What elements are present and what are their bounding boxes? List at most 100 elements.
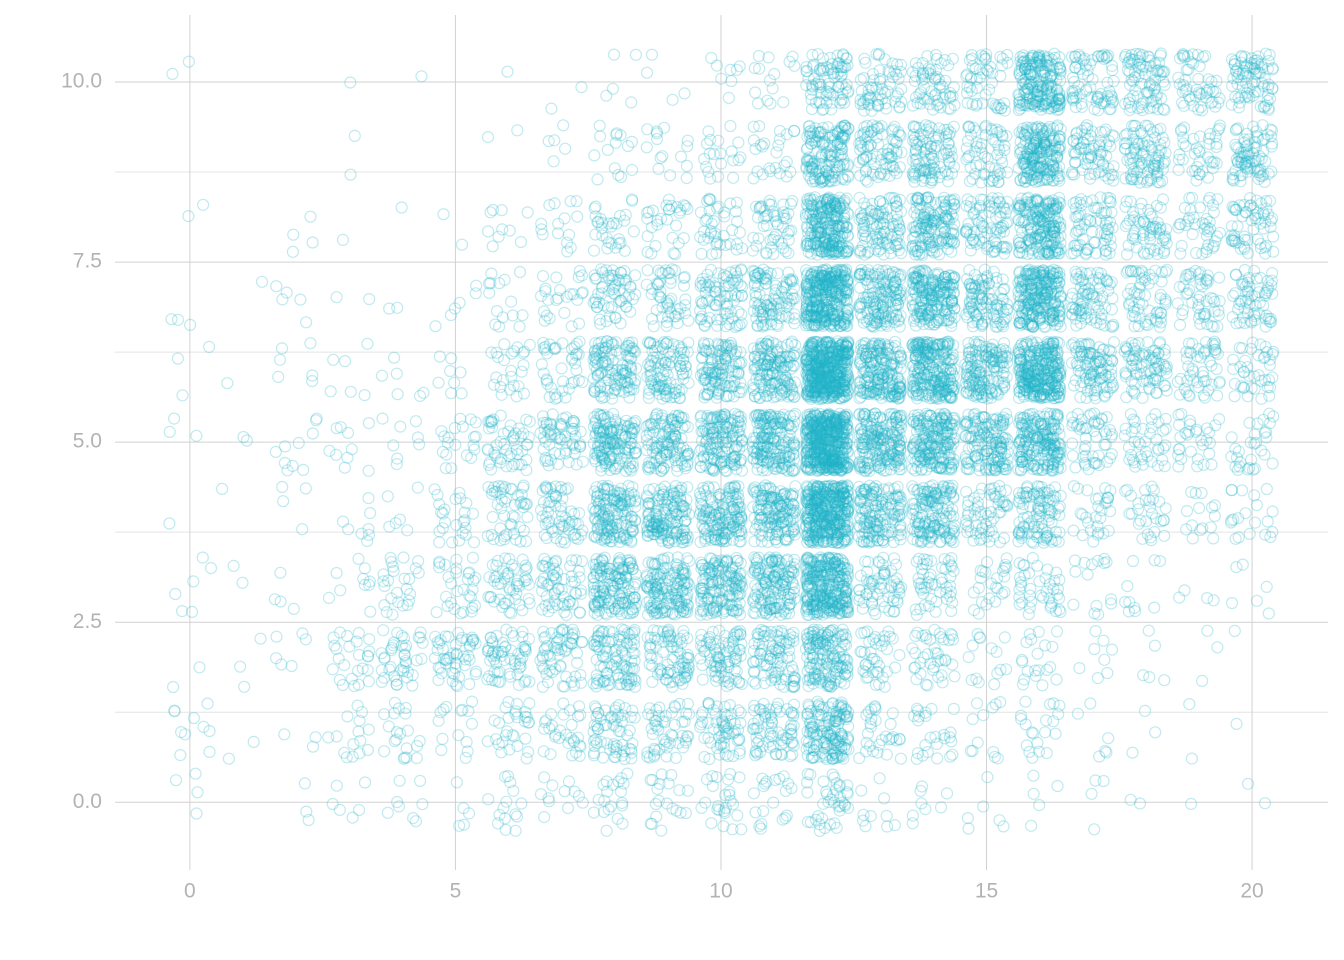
point [516, 630, 529, 644]
point [945, 735, 958, 748]
point [611, 812, 624, 825]
point [670, 804, 683, 817]
point [517, 641, 530, 654]
point [660, 741, 673, 754]
point [857, 808, 870, 821]
point [648, 714, 662, 727]
point [804, 768, 817, 781]
point [656, 715, 669, 728]
point [771, 697, 785, 710]
point [168, 705, 181, 718]
point [1040, 663, 1054, 677]
point [614, 785, 628, 798]
point [561, 626, 574, 639]
point [341, 451, 354, 464]
point [987, 745, 1000, 759]
point [765, 711, 778, 724]
point [991, 752, 1004, 765]
point [694, 718, 708, 731]
point [725, 707, 738, 721]
point [1051, 779, 1064, 793]
point [812, 698, 826, 711]
point [513, 657, 527, 670]
point [1033, 798, 1046, 812]
point [358, 776, 372, 789]
point [681, 697, 695, 710]
point [834, 799, 847, 813]
point [731, 809, 744, 822]
point [500, 623, 513, 636]
point [676, 729, 689, 742]
point [469, 667, 482, 681]
point [599, 704, 612, 717]
point [733, 744, 746, 757]
point [711, 803, 724, 816]
point [544, 748, 557, 761]
point [750, 745, 763, 759]
point [227, 559, 240, 573]
point [660, 797, 674, 810]
point [587, 749, 601, 762]
point [352, 678, 365, 691]
point [573, 606, 586, 619]
point [805, 740, 818, 754]
point [537, 625, 550, 638]
point [509, 707, 522, 720]
point [822, 715, 835, 728]
y-tick-label: 7.5 [73, 250, 102, 273]
point [1024, 819, 1038, 832]
point [1195, 674, 1209, 688]
point [383, 663, 396, 676]
point [647, 750, 661, 763]
point [542, 795, 556, 808]
point [391, 626, 404, 640]
point [1049, 727, 1062, 740]
point [722, 722, 735, 735]
point [749, 806, 762, 819]
point [1076, 529, 1089, 542]
point [520, 413, 533, 426]
point [387, 636, 400, 649]
point [717, 717, 730, 730]
point [643, 751, 656, 764]
point [841, 801, 855, 815]
point [340, 629, 354, 643]
point [458, 659, 471, 672]
point [597, 674, 611, 687]
point [394, 727, 407, 740]
point [994, 695, 1007, 709]
point [807, 751, 821, 764]
point [457, 818, 470, 831]
point [787, 698, 801, 711]
point [655, 824, 668, 837]
point [385, 641, 399, 655]
point [907, 709, 921, 723]
point [600, 645, 613, 658]
point [718, 720, 731, 734]
point [362, 492, 375, 505]
point [719, 719, 733, 732]
point [714, 739, 727, 752]
point [390, 678, 403, 691]
point [674, 806, 687, 819]
point [466, 635, 479, 648]
point [327, 631, 340, 644]
x-tick-label: 0 [184, 880, 196, 903]
point [824, 818, 837, 831]
point [499, 701, 512, 714]
point [807, 737, 820, 751]
point [618, 624, 631, 637]
point [431, 643, 444, 657]
point [610, 655, 623, 668]
point [336, 515, 350, 528]
point [776, 813, 789, 826]
point [826, 697, 839, 710]
point [679, 736, 693, 749]
point [566, 631, 579, 644]
point [185, 605, 199, 619]
point [1243, 527, 1256, 541]
point [363, 633, 376, 646]
point [718, 806, 731, 820]
point [322, 731, 335, 744]
point [274, 566, 287, 579]
